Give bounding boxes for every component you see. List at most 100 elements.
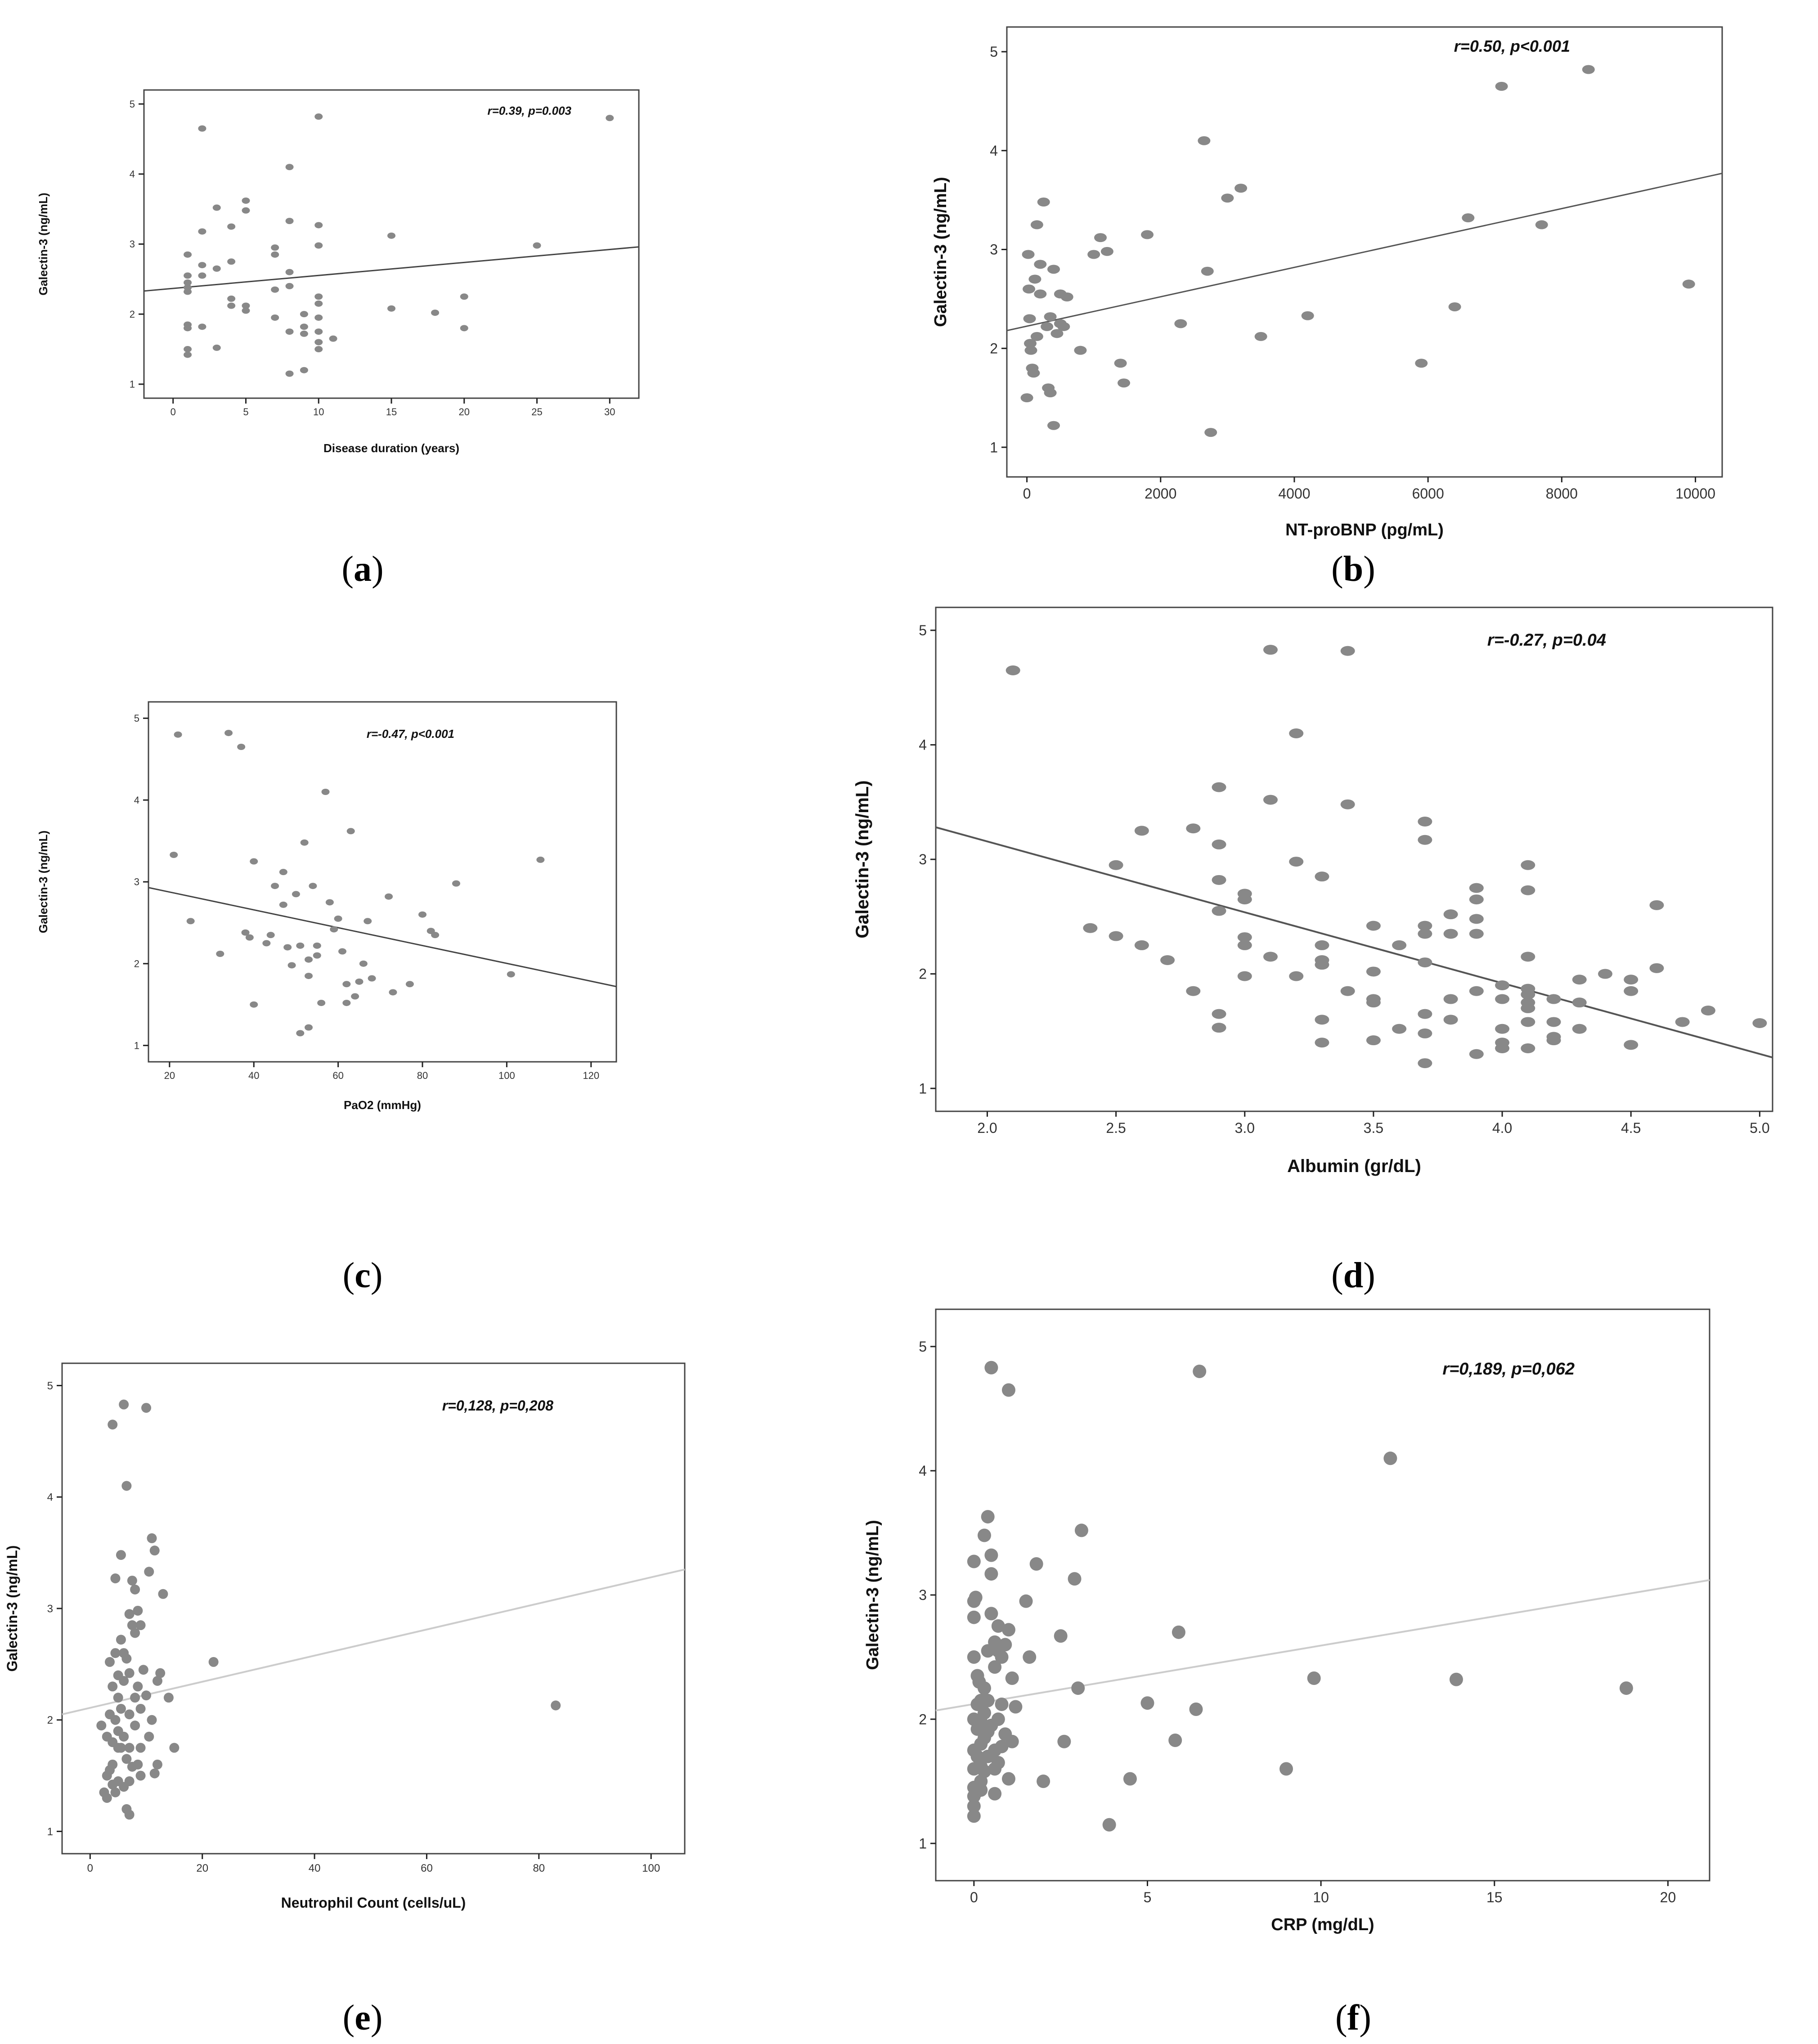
data-point — [262, 940, 271, 947]
data-point — [285, 283, 294, 289]
regression-line — [935, 826, 1773, 1059]
data-point — [1443, 909, 1458, 920]
data-point — [124, 1776, 135, 1786]
data-point — [1100, 247, 1113, 256]
data-point — [1752, 1018, 1767, 1028]
data-point — [184, 272, 192, 279]
data-point — [536, 856, 545, 863]
data-point — [300, 367, 308, 373]
data-point — [266, 932, 275, 939]
data-point — [184, 251, 192, 258]
data-point — [1134, 826, 1149, 836]
data-point — [300, 330, 308, 337]
data-point — [135, 1770, 146, 1781]
plot-area — [61, 1362, 686, 1855]
x-tick-label: 3.0 — [1235, 1120, 1255, 1136]
data-point — [1582, 65, 1595, 74]
data-point — [1443, 1015, 1458, 1025]
data-point — [242, 207, 250, 214]
data-point — [1675, 1017, 1690, 1027]
x-tick-label: 6000 — [1412, 485, 1444, 502]
data-point — [110, 1573, 121, 1584]
scatter-panel-c: 1 2 3 4 5 20 40 60 80 100 120 r=-0.47, p<0.001 PaO2 … — [36, 701, 617, 1112]
data-point — [155, 1668, 166, 1678]
data-point — [1418, 817, 1432, 827]
data-point — [1001, 1623, 1015, 1637]
data-point — [184, 346, 192, 353]
caption-letter-b: b — [1343, 549, 1364, 589]
data-point — [1023, 1650, 1037, 1664]
x-tick-label: 5.0 — [1750, 1120, 1769, 1136]
data-point — [285, 328, 294, 335]
data-point — [314, 314, 323, 321]
data-point — [387, 305, 395, 312]
data-point — [102, 1793, 112, 1803]
data-point — [995, 1697, 1009, 1711]
data-point — [1212, 906, 1226, 916]
data-point — [1041, 322, 1054, 331]
data-point — [135, 1620, 146, 1631]
data-point — [967, 1610, 981, 1624]
y-tick-label: 2 — [990, 340, 998, 356]
data-point — [174, 731, 182, 738]
data-point — [242, 307, 250, 314]
x-tick-label: 5 — [243, 406, 248, 418]
data-point — [250, 858, 258, 865]
y-tick-label: 2 — [47, 1714, 53, 1726]
x-tick-label: 60 — [421, 1862, 433, 1874]
y-axis-title: Galectin-3 (ng/mL) — [863, 1520, 882, 1670]
data-point — [1186, 823, 1201, 834]
data-point — [1443, 929, 1458, 939]
y-tick-label: 2 — [130, 309, 135, 320]
x-tick-label: 20 — [196, 1862, 208, 1874]
data-point — [1071, 1681, 1085, 1695]
y-tick-label: 3 — [47, 1603, 53, 1615]
data-point — [984, 1567, 998, 1581]
data-point — [1024, 346, 1037, 355]
x-tick-label: 10 — [313, 406, 324, 418]
data-point — [216, 951, 224, 957]
data-point — [977, 1765, 991, 1779]
data-point — [1535, 220, 1548, 229]
data-point — [1521, 860, 1535, 870]
y-tick-label: 2 — [919, 1711, 927, 1727]
data-point — [184, 279, 192, 286]
data-point — [1366, 921, 1381, 931]
data-point — [1001, 1772, 1015, 1786]
y-tick-label: 3 — [990, 242, 998, 258]
data-point — [198, 228, 206, 235]
correlation-annotation: r=0,128, p=0,208 — [442, 1397, 554, 1414]
data-point — [1289, 971, 1304, 981]
data-point — [313, 952, 321, 959]
data-point — [1118, 378, 1131, 388]
data-point — [198, 125, 206, 132]
data-point — [606, 115, 614, 121]
caption-f: (f) — [1335, 1998, 1371, 2038]
data-point — [1019, 1594, 1033, 1608]
data-point — [119, 1676, 129, 1686]
data-point — [364, 918, 372, 925]
x-tick-label: 80 — [533, 1862, 545, 1874]
data-point — [1189, 1703, 1203, 1716]
data-point — [1102, 1818, 1116, 1832]
data-point — [1521, 952, 1535, 962]
data-point — [283, 944, 292, 951]
x-tick-label: 40 — [309, 1862, 321, 1874]
data-point — [296, 1030, 305, 1037]
x-tick-label: 15 — [386, 406, 397, 418]
regression-line — [935, 1579, 1710, 1712]
data-point — [1057, 1734, 1071, 1748]
data-point — [385, 893, 393, 900]
data-point — [237, 744, 246, 750]
data-point — [1546, 1017, 1561, 1027]
data-point — [988, 1660, 1002, 1674]
data-point — [355, 978, 364, 985]
data-point — [108, 1420, 118, 1430]
data-point — [245, 934, 254, 941]
correlation-annotation: r=0.39, p=0.003 — [488, 104, 572, 117]
data-point — [135, 1743, 146, 1753]
data-point — [242, 197, 250, 204]
data-point — [1030, 220, 1043, 229]
data-point — [351, 993, 359, 1000]
data-point — [1198, 136, 1211, 145]
